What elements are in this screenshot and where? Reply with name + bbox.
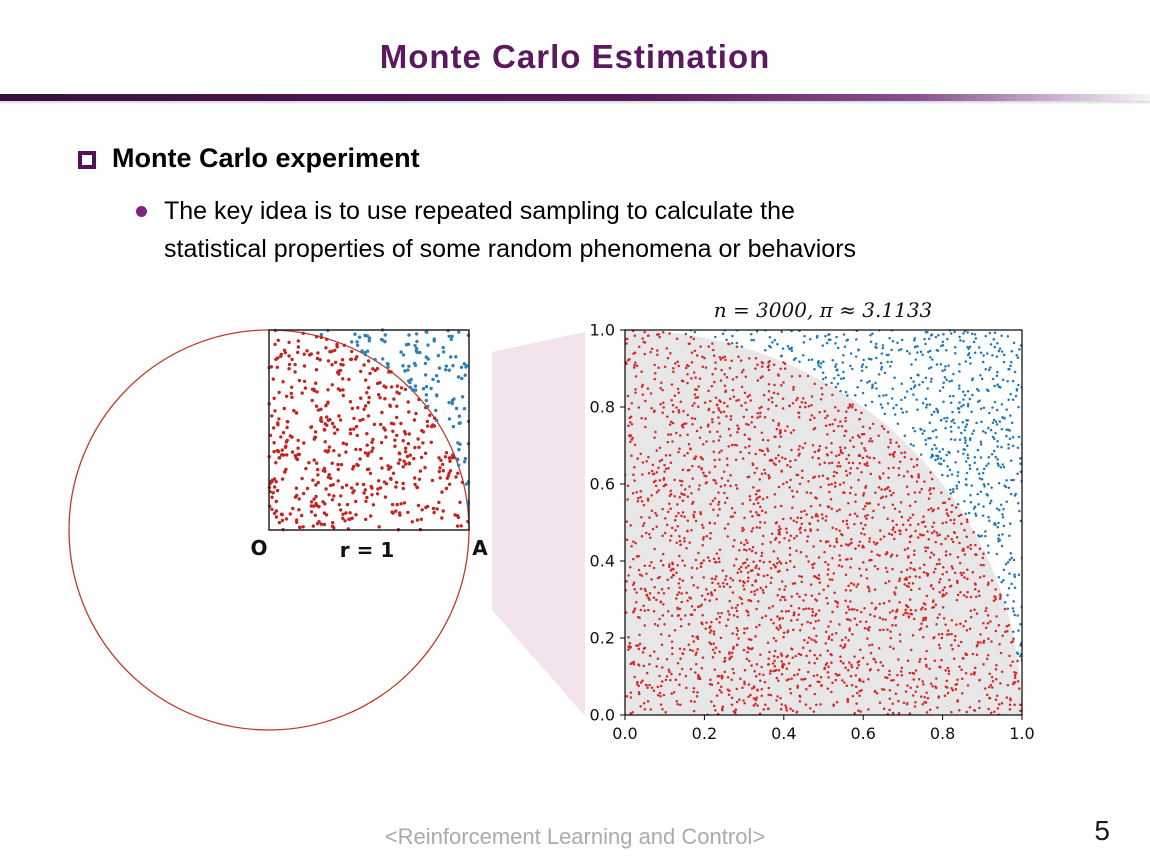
svg-text:0.4: 0.4 [590, 552, 615, 571]
svg-text:0.4: 0.4 [771, 724, 796, 743]
svg-text:0.2: 0.2 [692, 724, 717, 743]
page-number: 5 [1094, 815, 1110, 846]
radius-label: r = 1 [340, 538, 394, 562]
circle-square-figure: O r = 1 A [68, 328, 488, 731]
origin-label: O [250, 536, 267, 560]
zoom-connector [492, 332, 585, 716]
y-axis-ticks: 0.0 0.2 0.4 0.6 0.8 1.0 [590, 321, 625, 725]
circle-bullet-icon [136, 206, 147, 217]
bullet-text-line1: The key idea is to use repeated sampling… [164, 197, 795, 225]
bullet-text-line2: statistical properties of some random ph… [164, 235, 857, 263]
svg-text:0.6: 0.6 [590, 475, 615, 494]
corner-label: A [472, 536, 488, 560]
bullet-heading-row: Monte Carlo experiment [78, 143, 420, 174]
bullet-item: The key idea is to use repeated sampling… [136, 192, 856, 268]
svg-text:0.0: 0.0 [612, 724, 637, 743]
svg-text:0.0: 0.0 [590, 706, 615, 725]
plot-title: n = 3000, π ≈ 3.1133 [714, 298, 933, 322]
x-axis-ticks: 0.0 0.2 0.4 0.6 0.8 1.0 [612, 715, 1035, 743]
footer-text: <Reinforcement Learning and Control> [384, 824, 766, 849]
bullet-text: The key idea is to use repeated sampling… [164, 192, 856, 268]
scatter-points [625, 330, 1022, 715]
svg-text:0.8: 0.8 [930, 724, 955, 743]
sampling-square [268, 329, 470, 531]
scatter-plot: n = 3000, π ≈ 3.1133 0.0 0.2 0.4 0.6 0.8 1.0 … [590, 298, 1035, 743]
svg-text:0.2: 0.2 [590, 629, 615, 648]
zoom-connector-shape [492, 332, 585, 716]
section-heading: Monte Carlo experiment [112, 143, 420, 173]
left-scatter-points [267, 328, 471, 532]
plot-frame [624, 329, 1023, 716]
svg-text:1.0: 1.0 [1009, 724, 1034, 743]
title-divider [0, 94, 1150, 101]
svg-text:0.8: 0.8 [590, 398, 615, 417]
svg-text:0.6: 0.6 [850, 724, 875, 743]
square-bullet-icon [78, 151, 96, 169]
page-title: Monte Carlo Estimation [379, 38, 771, 75]
svg-text:1.0: 1.0 [590, 321, 615, 340]
